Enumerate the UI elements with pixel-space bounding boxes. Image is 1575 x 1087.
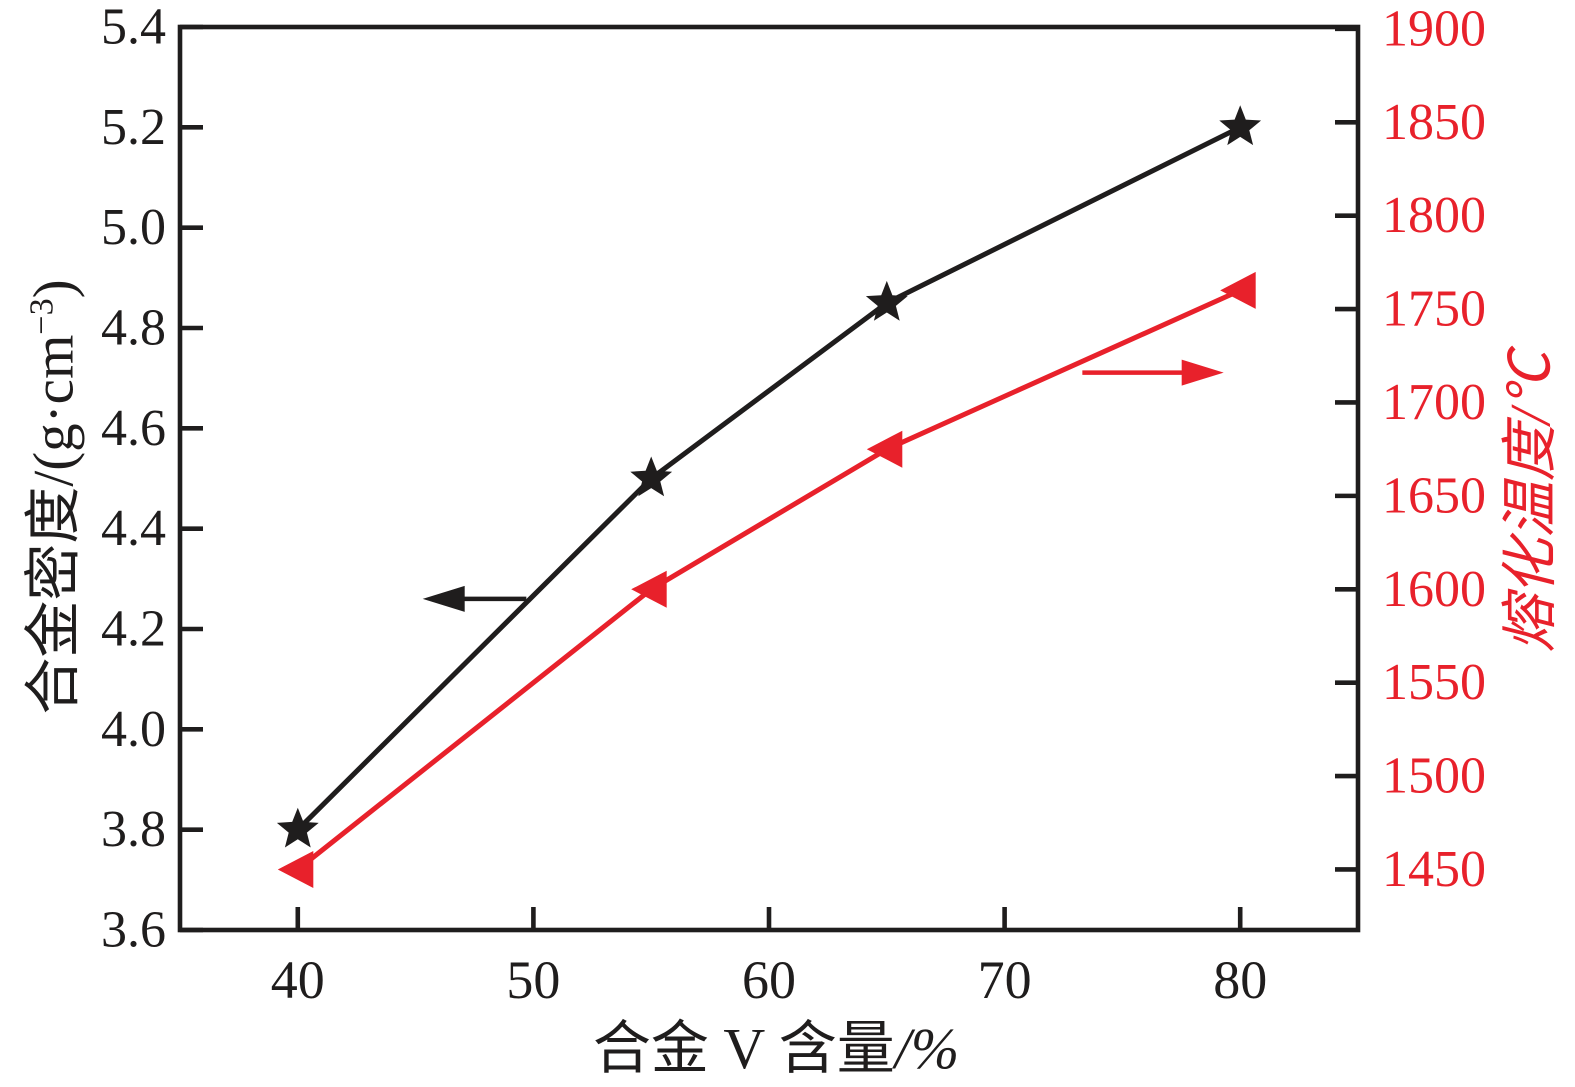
y-left-tick-label: 4.0 [101,701,166,758]
plot-frame-group [177,24,1361,933]
y-right-tick-label: 1800 [1382,187,1486,244]
temperature-axis-arrow-head [1181,359,1224,386]
y-left-label-superscript: −3 [23,298,61,335]
y-left-label-close: ) [22,279,86,299]
x-axis-tick-label: 80 [1213,950,1267,1010]
tick-group [180,24,1358,933]
x-axis-tick-label: 70 [978,950,1032,1010]
y-right-label-text: 熔化温度/℃ [1499,351,1563,653]
y-axis-label-left: 合金密度/(g·cm−3) [22,279,86,715]
alloy-density-marker [865,280,908,321]
melting-temperature-marker [631,570,667,608]
melting-temperature-marker [277,851,314,888]
y-left-tick-label: 4.4 [101,500,166,557]
tick-label-group: 40 50 60 70 80 5.4 5.2 5.0 4.8 4.6 4.4 4.2 4.0 3.8 3.6… [101,0,1486,1010]
y-right-tick-label: 1850 [1382,94,1486,151]
annotation-group [422,359,1224,612]
y-right-tick-label: 1900 [1382,0,1486,57]
alloy-density-marker [630,456,673,497]
x-axis-tick-label: 40 [271,950,325,1010]
y-left-tick-label: 5.4 [101,0,166,56]
y-left-tick-label: 4.6 [101,400,166,457]
y-right-tick-label: 1600 [1382,561,1486,618]
x-axis-tick-label: 60 [742,950,796,1010]
plot-frame [177,24,1361,933]
y-right-tick-label: 1450 [1382,841,1486,898]
y-right-tick-label: 1550 [1382,654,1486,711]
y-right-tick-label: 1750 [1382,281,1486,338]
alloy-density-line [296,125,1242,832]
y-right-tick-label: 1700 [1382,374,1486,431]
melting-temperature-marker [1220,271,1256,309]
x-axis-label: 合金 V 含量/% [593,1020,959,1078]
y-right-tick-label: 1500 [1382,748,1486,805]
y-left-tick-label: 4.8 [101,300,166,357]
y-left-tick-label: 5.0 [101,199,166,256]
y-left-label-text: 合金密度/(g·cm [22,334,86,715]
melting-temperature-marker [866,430,903,468]
y-left-tick-label: 3.6 [101,902,166,959]
melting-temperature-line [296,288,1242,872]
alloy-density-marker [1219,105,1262,146]
density-axis-arrow-head [422,585,465,612]
alloy-density-marker [276,807,319,848]
y-left-tick-label: 5.2 [101,99,166,156]
y-right-tick-label: 1650 [1382,467,1486,524]
x-axis-tick-label: 50 [506,950,560,1010]
x-label-unit: /% [894,1016,960,1081]
series-group [276,105,1262,888]
x-label-text: 合金 V 含量 [592,1016,895,1081]
y-axis-label-right: 熔化温度/℃ [1499,351,1563,653]
y-left-tick-label: 4.2 [101,601,166,658]
y-left-tick-label: 3.8 [101,801,166,858]
